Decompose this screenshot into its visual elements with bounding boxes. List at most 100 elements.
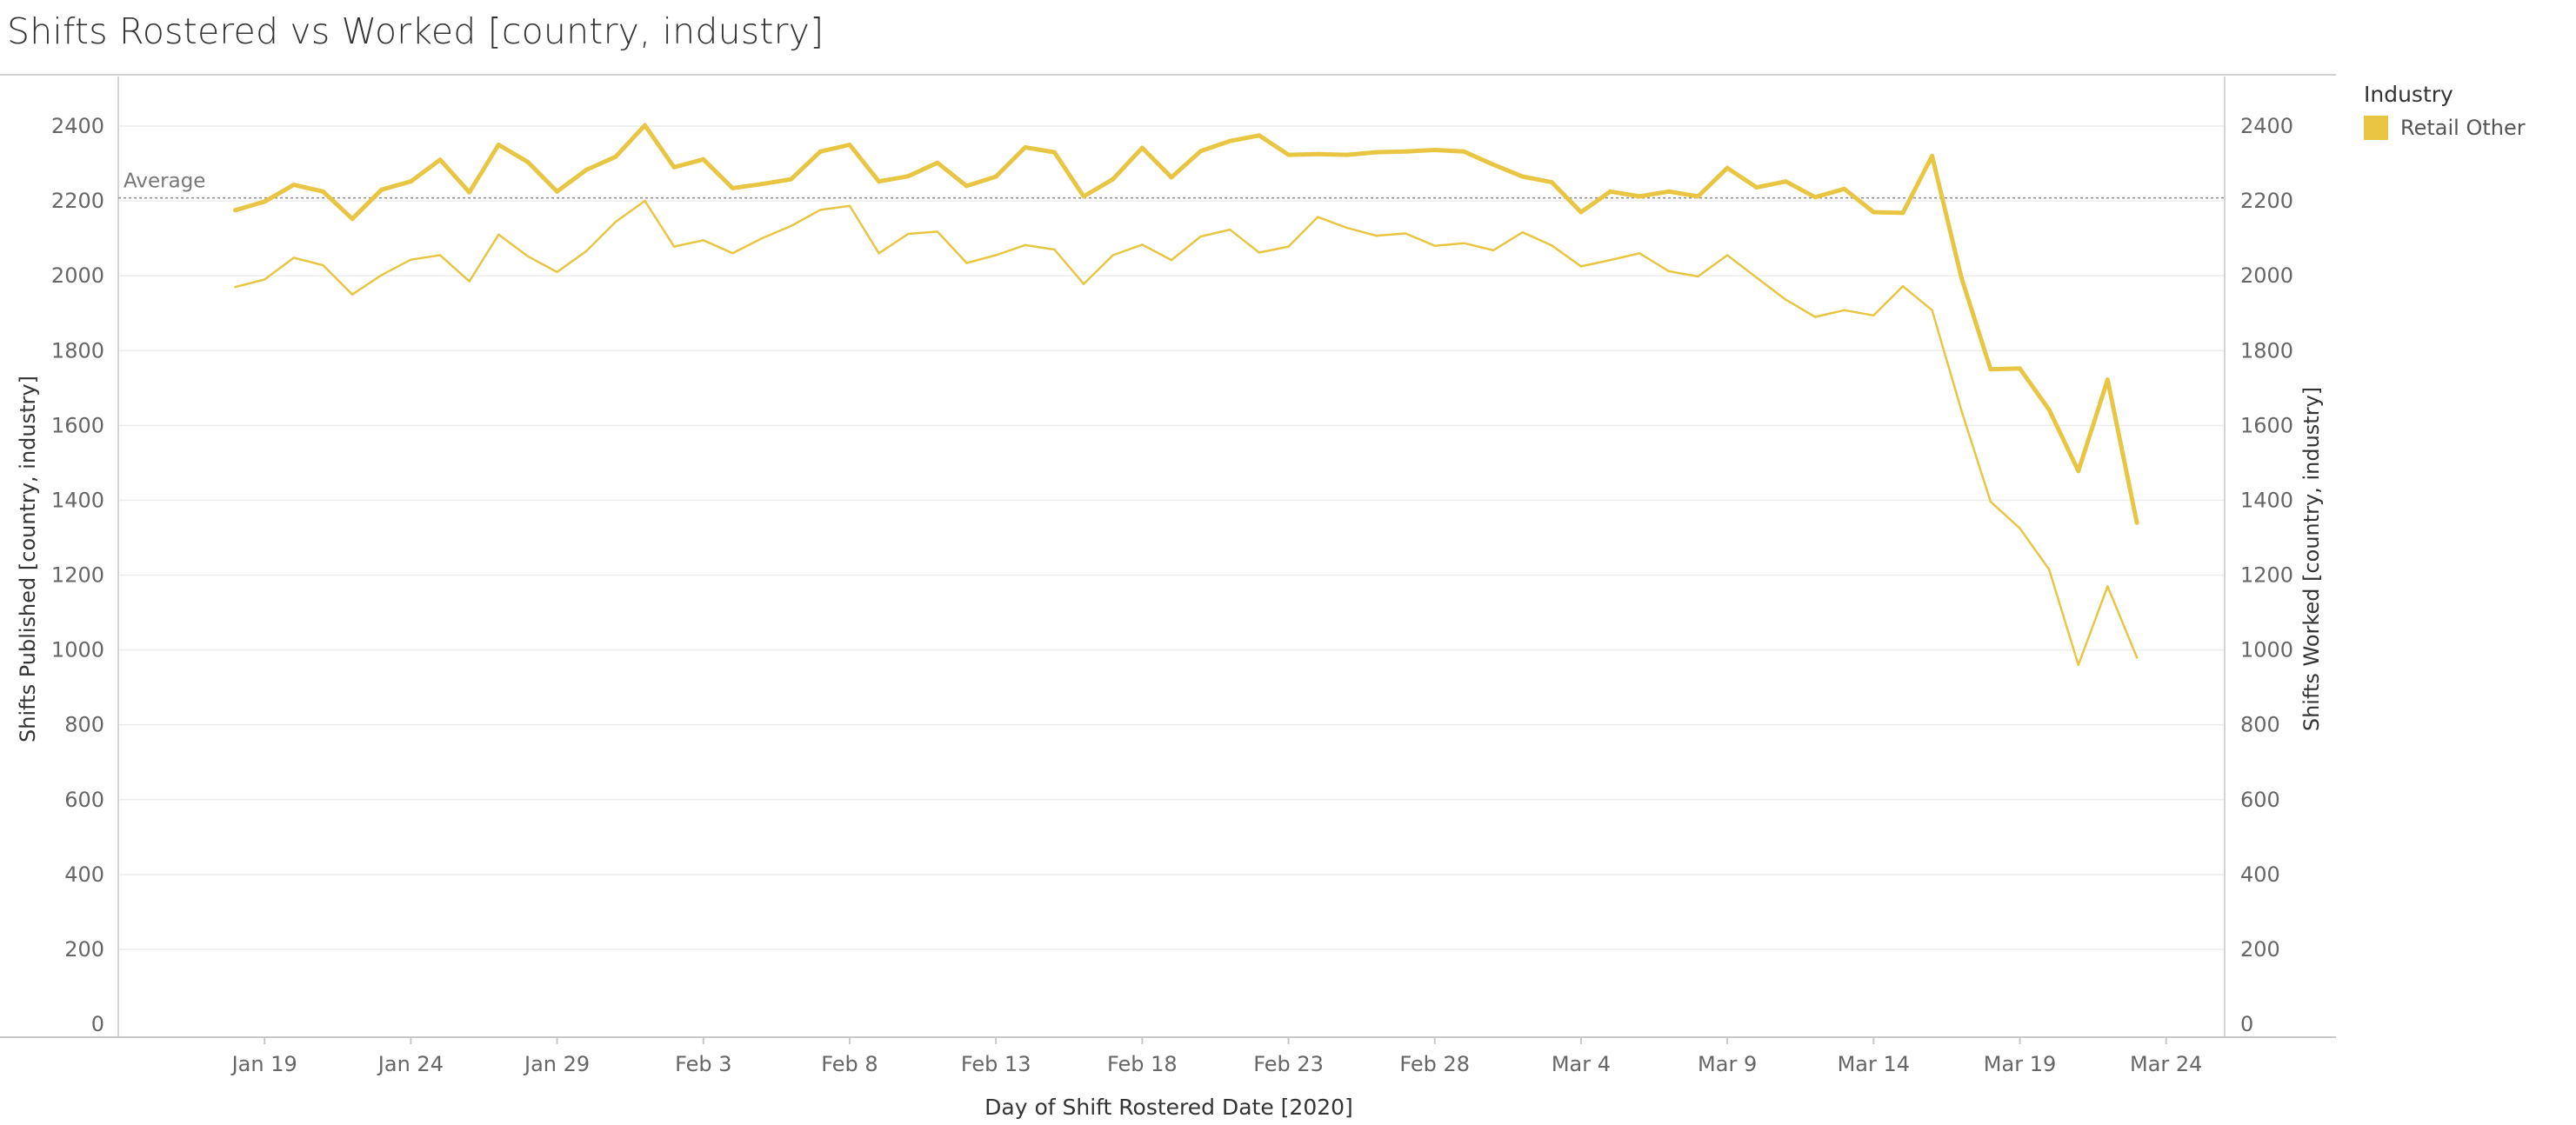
y-tick-label-left: 1200 [51, 563, 104, 588]
data-point [321, 189, 325, 194]
data-point [1638, 252, 1641, 255]
data-point [1843, 309, 1845, 312]
data-point [555, 189, 560, 194]
data-point [1697, 275, 1699, 278]
x-tick-label: Mar 4 [1552, 1052, 1611, 1076]
data-point [818, 149, 823, 154]
x-tick-label: Mar 24 [2130, 1052, 2202, 1076]
data-point [847, 143, 852, 147]
data-point [1960, 409, 1963, 412]
data-point [467, 190, 472, 195]
data-point [1081, 194, 1086, 199]
data-point [1578, 210, 1584, 215]
data-point [350, 293, 354, 296]
data-point [1492, 249, 1495, 252]
data-point [1725, 165, 1730, 170]
data-point [1463, 242, 1465, 244]
data-point [2019, 527, 2021, 529]
data-point [2076, 469, 2081, 474]
data-point [1551, 244, 1553, 247]
data-point [380, 274, 384, 276]
y-tick-label-left: 2000 [51, 263, 104, 288]
x-tick-label: Feb 3 [675, 1052, 731, 1076]
data-point [233, 208, 238, 213]
shifts-published-line [233, 123, 2139, 525]
y-tick-label-right: 1400 [2240, 488, 2293, 512]
data-point [1023, 145, 1028, 150]
data-point [1988, 367, 1993, 372]
data-point [877, 179, 882, 184]
x-axis-ticks: Jan 19 Jan 24 Jan 29 Feb 3 Feb 8 Feb 13 Feb 18… [230, 1037, 2202, 1076]
data-point [1989, 500, 1992, 503]
data-point [672, 245, 676, 248]
data-point [1227, 138, 1232, 143]
data-point [292, 256, 296, 259]
gridlines [118, 125, 2225, 950]
y-tick-label-right: 800 [2240, 713, 2280, 737]
data-point [263, 278, 266, 281]
y-tick-label-left: 600 [64, 788, 104, 812]
data-point [1520, 174, 1525, 179]
data-point [410, 258, 412, 261]
data-point [993, 174, 998, 179]
data-point [1403, 149, 1408, 154]
legend-item-retail-other[interactable]: Retail Other [2364, 116, 2526, 140]
data-point [994, 254, 998, 256]
data-point [1433, 244, 1437, 247]
x-tick-label: Feb 18 [1107, 1052, 1178, 1076]
data-point [1258, 251, 1261, 254]
data-point [1579, 265, 1583, 268]
x-tick-label: Mar 19 [1984, 1052, 2056, 1076]
y-tick-label-right: 0 [2240, 1012, 2253, 1036]
data-point [964, 183, 969, 189]
data-point [1930, 153, 1935, 158]
data-point [556, 270, 558, 274]
data-point [322, 263, 324, 267]
legend-label: Retail Other [2400, 116, 2526, 140]
data-point [1931, 309, 1933, 312]
shifts-worked-line [234, 199, 2139, 667]
data-point [905, 174, 911, 179]
data-point [2046, 407, 2052, 412]
data-point [1432, 148, 1438, 152]
average-label: Average [123, 170, 205, 193]
data-point [262, 199, 267, 204]
data-point [1785, 298, 1787, 301]
data-point [701, 156, 706, 162]
data-point [1696, 194, 1700, 199]
data-point [1345, 152, 1350, 157]
y-tick-label-left: 400 [64, 862, 104, 887]
y-tick-label-left: 1600 [51, 413, 104, 437]
legend: Industry Retail Other [2364, 82, 2526, 140]
data-point [1812, 195, 1818, 200]
x-tick-label: Jan 19 [230, 1052, 297, 1076]
data-point [1170, 258, 1173, 262]
data-point [350, 216, 355, 222]
data-point [291, 183, 297, 188]
x-tick-label: Feb 28 [1399, 1052, 1470, 1076]
data-point [497, 233, 500, 236]
data-point [819, 209, 822, 211]
y-tick-label-right: 1200 [2240, 563, 2293, 588]
legend-title: Industry [2364, 82, 2453, 107]
data-point [878, 252, 880, 255]
y-tick-label-left: 200 [64, 937, 104, 962]
data-point [1491, 162, 1496, 167]
data-point [1375, 234, 1378, 237]
data-point [1024, 243, 1027, 247]
data-point [1901, 284, 1905, 288]
data-point [759, 182, 764, 187]
x-tick-label: Feb 8 [821, 1052, 878, 1076]
plot-frame [0, 74, 2336, 1038]
y-tick-label-left: 0 [91, 1012, 104, 1036]
legend-swatch [2364, 116, 2388, 140]
data-point [468, 280, 470, 283]
data-point [1783, 179, 1788, 184]
data-point [1257, 133, 1262, 138]
data-point [526, 255, 530, 258]
data-point [1051, 150, 1057, 155]
data-point [644, 199, 646, 203]
x-tick-label: Mar 9 [1698, 1052, 1757, 1076]
data-point [2106, 585, 2109, 588]
